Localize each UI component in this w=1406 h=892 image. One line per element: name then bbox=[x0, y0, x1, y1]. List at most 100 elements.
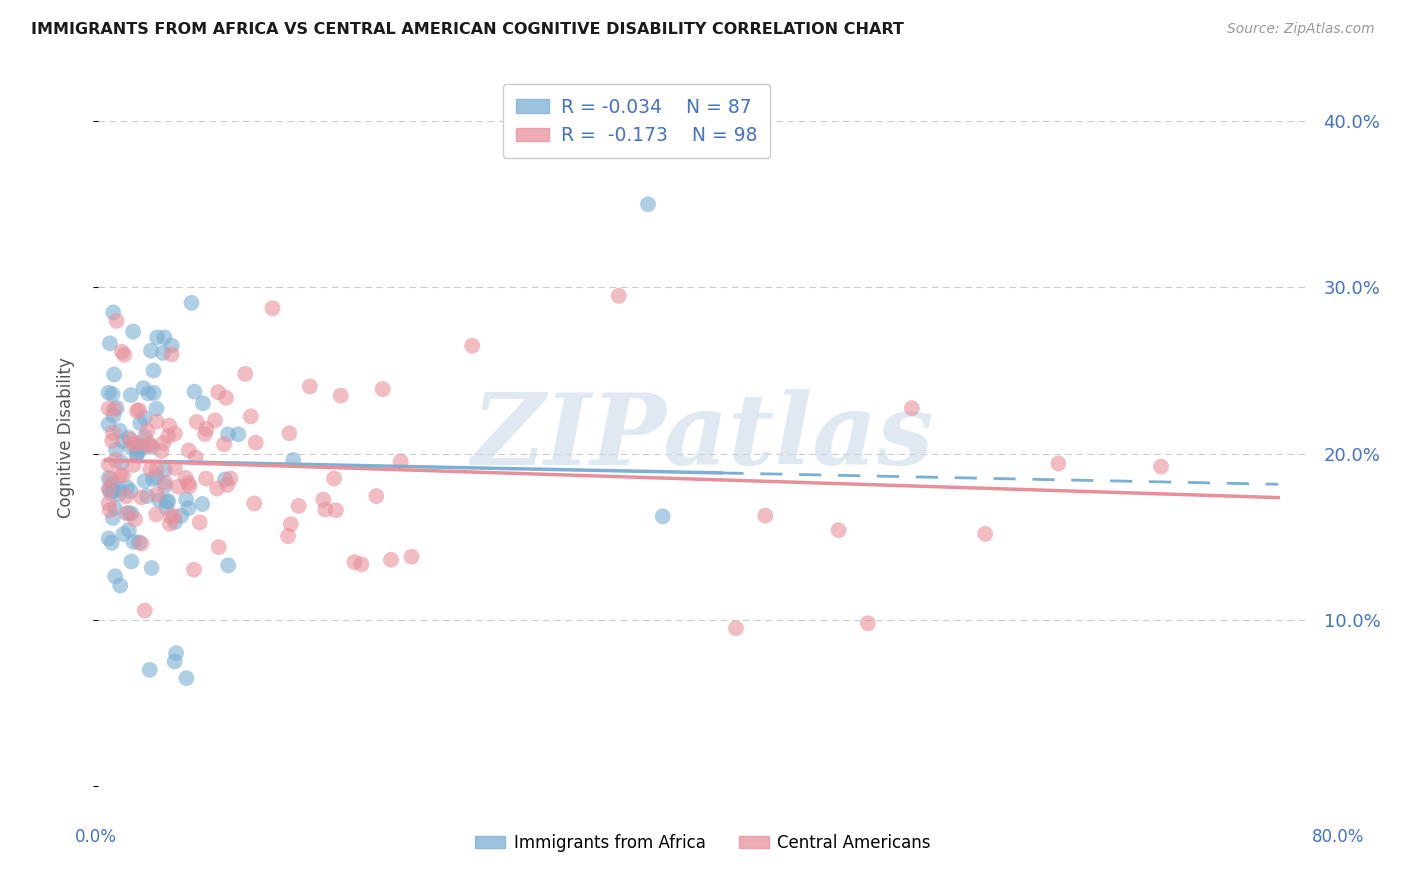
Point bbox=[136, 489, 159, 503]
Point bbox=[108, 486, 131, 500]
Point bbox=[97, 417, 120, 432]
Point bbox=[112, 348, 135, 362]
Point bbox=[754, 508, 776, 523]
Point bbox=[139, 343, 162, 358]
Point bbox=[228, 427, 250, 442]
Point bbox=[134, 604, 156, 618]
Point bbox=[153, 479, 176, 493]
Point bbox=[97, 496, 120, 510]
Point bbox=[163, 655, 186, 669]
Point bbox=[145, 508, 167, 522]
Point bbox=[120, 554, 142, 568]
Point bbox=[1150, 459, 1173, 474]
Point bbox=[146, 487, 169, 501]
Point bbox=[212, 437, 235, 451]
Point bbox=[141, 440, 163, 454]
Point bbox=[163, 461, 186, 475]
Point bbox=[177, 443, 200, 458]
Point bbox=[155, 475, 177, 490]
Point bbox=[118, 431, 141, 445]
Point bbox=[167, 480, 190, 494]
Point bbox=[974, 527, 997, 541]
Text: Source: ZipAtlas.com: Source: ZipAtlas.com bbox=[1227, 22, 1375, 37]
Point bbox=[217, 427, 239, 442]
Point bbox=[233, 367, 256, 381]
Point bbox=[127, 436, 149, 450]
Point bbox=[153, 330, 176, 344]
Point bbox=[129, 416, 152, 430]
Point bbox=[724, 621, 747, 635]
Point bbox=[108, 578, 131, 592]
Point bbox=[157, 494, 180, 508]
Point bbox=[118, 523, 141, 537]
Point bbox=[461, 338, 484, 352]
Point bbox=[283, 453, 305, 467]
Point bbox=[325, 503, 347, 517]
Point bbox=[160, 347, 183, 361]
Text: IMMIGRANTS FROM AFRICA VS CENTRAL AMERICAN COGNITIVE DISABILITY CORRELATION CHAR: IMMIGRANTS FROM AFRICA VS CENTRAL AMERIC… bbox=[31, 22, 904, 37]
Point bbox=[125, 403, 148, 417]
Point bbox=[156, 495, 179, 509]
Point bbox=[136, 424, 159, 438]
Point bbox=[170, 508, 193, 523]
Point bbox=[148, 493, 170, 508]
Point bbox=[191, 497, 214, 511]
Point bbox=[262, 301, 284, 316]
Point bbox=[142, 385, 165, 400]
Point bbox=[98, 503, 121, 517]
Point bbox=[827, 523, 849, 537]
Point bbox=[120, 507, 142, 521]
Point bbox=[141, 561, 163, 575]
Point bbox=[97, 401, 120, 416]
Point bbox=[128, 535, 150, 549]
Point bbox=[104, 453, 127, 467]
Point bbox=[145, 415, 167, 429]
Point bbox=[145, 462, 167, 476]
Point bbox=[239, 409, 262, 424]
Legend: R = -0.034    N = 87, R =  -0.173    N = 98: R = -0.034 N = 87, R = -0.173 N = 98 bbox=[502, 85, 770, 158]
Point bbox=[194, 427, 217, 442]
Point bbox=[105, 442, 128, 457]
Point bbox=[219, 471, 242, 485]
Point bbox=[215, 391, 238, 405]
Point bbox=[138, 386, 160, 401]
Point bbox=[389, 454, 412, 468]
Point bbox=[152, 436, 174, 450]
Point bbox=[245, 435, 267, 450]
Point bbox=[901, 401, 924, 416]
Point bbox=[165, 646, 187, 660]
Point bbox=[163, 515, 186, 529]
Point bbox=[103, 368, 125, 382]
Point bbox=[138, 663, 160, 677]
Point bbox=[277, 529, 299, 543]
Point bbox=[350, 558, 373, 572]
Point bbox=[98, 336, 121, 351]
Point bbox=[107, 483, 129, 497]
Point bbox=[323, 471, 346, 485]
Point bbox=[155, 500, 177, 515]
Point bbox=[120, 388, 142, 402]
Point bbox=[183, 384, 205, 399]
Point bbox=[176, 671, 198, 685]
Text: ZIPatlas: ZIPatlas bbox=[472, 389, 934, 485]
Point bbox=[103, 484, 125, 499]
Point bbox=[122, 325, 145, 339]
Point bbox=[651, 509, 673, 524]
Point bbox=[163, 509, 186, 524]
Text: 80.0%: 80.0% bbox=[1312, 828, 1365, 846]
Point bbox=[132, 381, 155, 395]
Point bbox=[195, 422, 218, 436]
Y-axis label: Cognitive Disability: Cognitive Disability bbox=[56, 357, 75, 517]
Point bbox=[314, 502, 336, 516]
Point bbox=[111, 468, 134, 483]
Point bbox=[366, 489, 388, 503]
Point bbox=[157, 429, 180, 443]
Point bbox=[134, 410, 156, 425]
Point bbox=[150, 444, 173, 458]
Point bbox=[188, 516, 211, 530]
Point bbox=[160, 338, 183, 352]
Point bbox=[145, 470, 167, 484]
Point bbox=[108, 424, 131, 438]
Point bbox=[217, 558, 239, 573]
Point bbox=[343, 555, 366, 569]
